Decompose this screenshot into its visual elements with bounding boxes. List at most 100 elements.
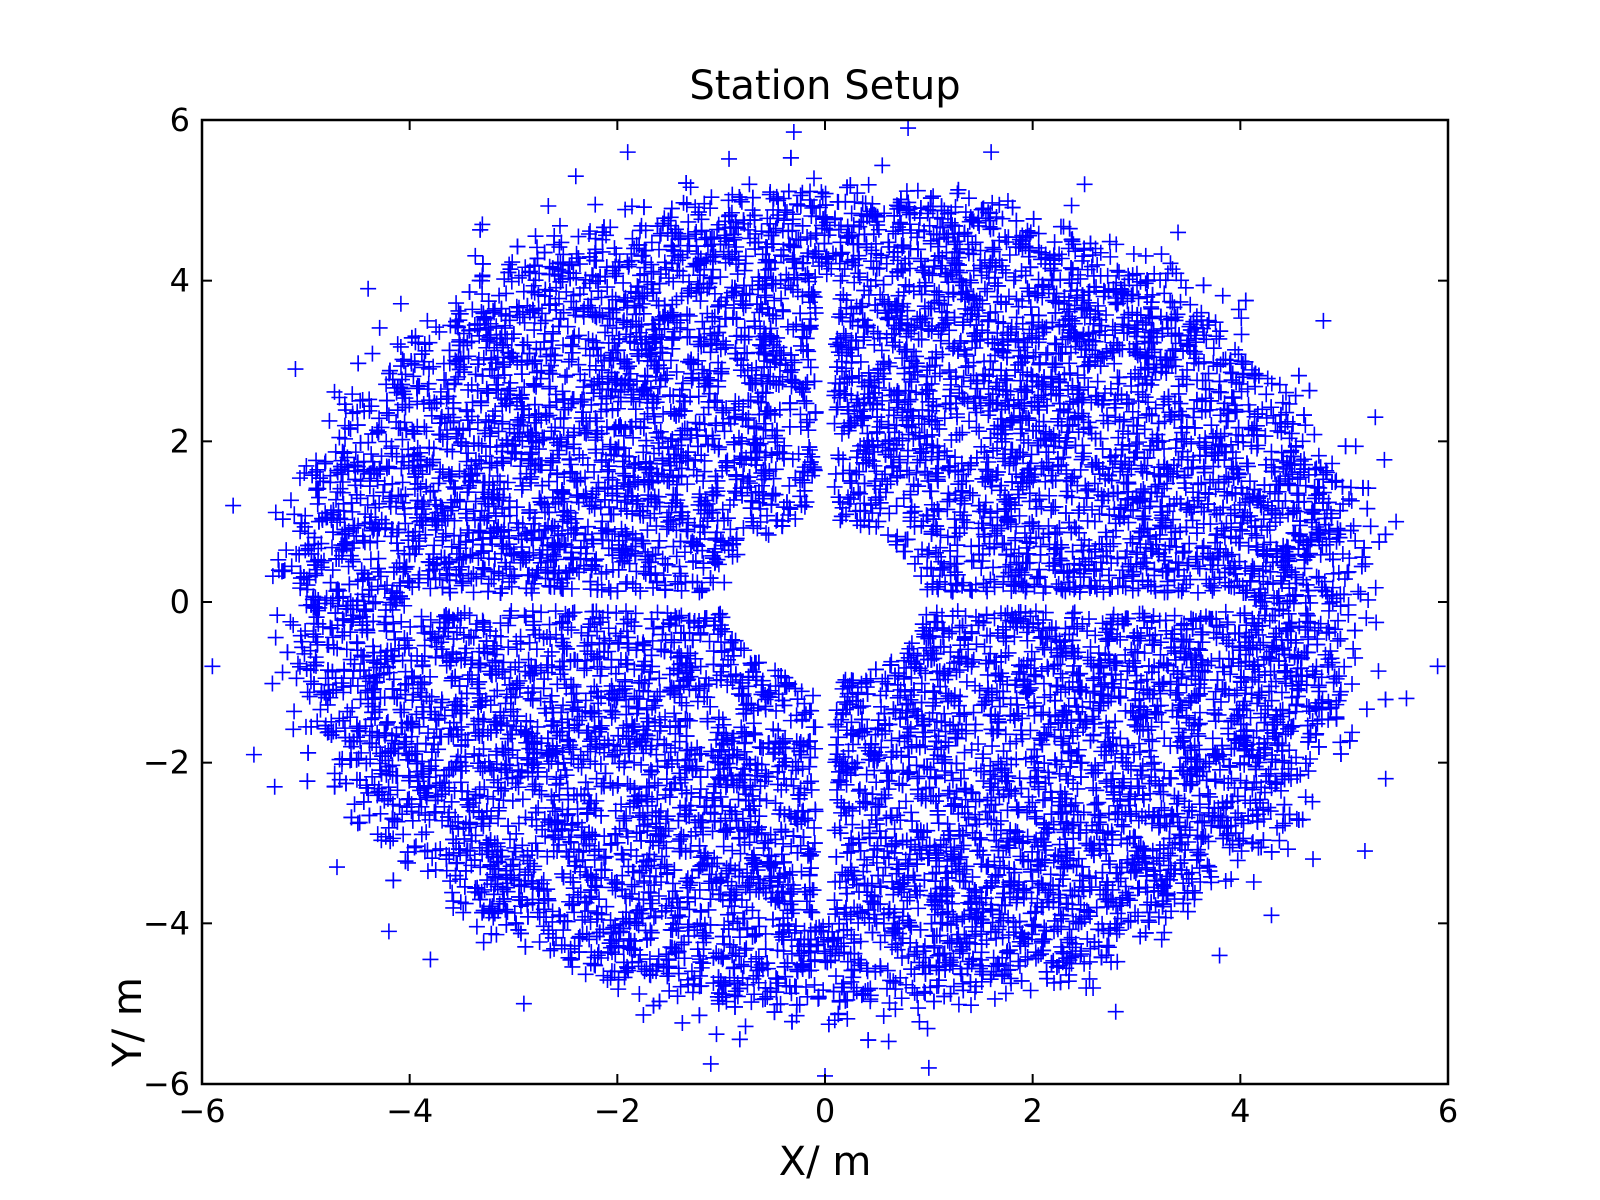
scatter-point xyxy=(372,568,389,585)
scatter-point xyxy=(928,398,945,415)
scatter-point xyxy=(635,745,652,762)
scatter-point xyxy=(872,934,889,951)
scatter-point xyxy=(593,661,610,678)
scatter-point xyxy=(796,498,813,515)
chart-title: Station Setup xyxy=(689,63,961,109)
scatter-point xyxy=(1099,407,1115,424)
scatter-point xyxy=(495,707,512,724)
scatter-point xyxy=(1179,557,1196,574)
scatter-point xyxy=(503,602,520,619)
scatter-point xyxy=(623,198,640,215)
scatter-point xyxy=(1273,684,1290,701)
scatter-point xyxy=(721,150,738,167)
scatter-point xyxy=(1310,447,1327,464)
scatter-point xyxy=(1053,580,1070,597)
scatter-point xyxy=(895,543,912,560)
scatter-point xyxy=(1183,689,1200,706)
scatter-point xyxy=(633,217,650,234)
scatter-point xyxy=(803,208,820,225)
scatter-point xyxy=(660,270,677,287)
scatter-point xyxy=(876,927,893,944)
scatter-point xyxy=(680,213,697,230)
scatter-point xyxy=(1179,749,1196,766)
scatter-point xyxy=(371,495,388,512)
scatter-point xyxy=(1288,503,1305,520)
scatter-point xyxy=(563,622,580,639)
scatter-point xyxy=(444,884,461,901)
scatter-point xyxy=(839,845,856,862)
scatter-point xyxy=(498,558,515,575)
scatter-point xyxy=(784,893,801,910)
scatter-point xyxy=(1010,953,1027,970)
scatter-point xyxy=(285,721,302,738)
scatter-point xyxy=(971,423,988,440)
scatter-point xyxy=(368,422,385,439)
scatter-point xyxy=(1028,327,1045,344)
scatter-point xyxy=(1152,817,1169,834)
scatter-point xyxy=(930,815,947,832)
scatter-point xyxy=(572,393,589,410)
scatter-point xyxy=(717,810,734,827)
scatter-point xyxy=(1091,506,1108,523)
scatter-point xyxy=(1227,426,1244,443)
scatter-point xyxy=(683,963,700,980)
scatter-point xyxy=(558,367,575,384)
scatter-point xyxy=(956,744,973,761)
scatter-point xyxy=(1139,884,1156,901)
scatter-point xyxy=(1006,629,1023,646)
scatter-point xyxy=(1155,786,1172,803)
scatter-point xyxy=(927,694,944,711)
scatter-point xyxy=(335,712,352,729)
scatter-point xyxy=(584,332,601,349)
scatter-point xyxy=(1189,584,1206,601)
scatter-point xyxy=(901,466,918,483)
scatter-point xyxy=(671,558,688,575)
scatter-point xyxy=(650,887,667,904)
scatter-point xyxy=(1056,702,1073,719)
scatter-point xyxy=(1305,503,1322,520)
scatter-point xyxy=(1173,583,1190,600)
scatter-point xyxy=(504,792,521,809)
scatter-point xyxy=(1202,788,1219,805)
scatter-point xyxy=(373,448,390,465)
scatter-point xyxy=(712,788,729,805)
scatter-point xyxy=(378,376,395,393)
scatter-point xyxy=(910,900,927,917)
scatter-point xyxy=(1201,858,1218,875)
scatter-point xyxy=(1233,843,1250,860)
scatter-point xyxy=(1167,340,1184,357)
scatter-point xyxy=(760,526,777,543)
scatter-point xyxy=(585,535,602,552)
scatter-point xyxy=(324,539,341,556)
scatter-point xyxy=(909,987,926,1004)
scatter-point xyxy=(554,697,571,714)
scatter-point xyxy=(352,490,369,507)
scatter-point xyxy=(1302,594,1319,611)
scatter-point xyxy=(793,683,810,700)
scatter-point xyxy=(666,634,683,651)
scatter-point xyxy=(639,368,656,385)
scatter-point xyxy=(1309,715,1326,732)
scatter-point xyxy=(763,497,780,514)
scatter-point xyxy=(1085,779,1102,796)
scatter-point xyxy=(1014,730,1031,747)
scatter-point xyxy=(350,722,367,739)
scatter-point xyxy=(802,359,819,376)
scatter-point xyxy=(476,778,493,795)
scatter-point xyxy=(696,847,713,864)
scatter-point xyxy=(547,603,564,620)
scatter-point xyxy=(715,838,732,855)
scatter-point xyxy=(727,945,744,962)
scatter-point xyxy=(638,718,655,735)
scatter-point xyxy=(1214,287,1231,304)
scatter-point xyxy=(938,447,955,464)
scatter-point xyxy=(282,613,299,630)
scatter-point xyxy=(925,682,942,699)
scatter-point xyxy=(1046,657,1063,674)
scatter-point xyxy=(908,464,925,481)
scatter-point xyxy=(999,193,1016,210)
scatter-point xyxy=(997,726,1014,743)
scatter-point xyxy=(944,217,961,234)
scatter-point xyxy=(578,660,595,677)
